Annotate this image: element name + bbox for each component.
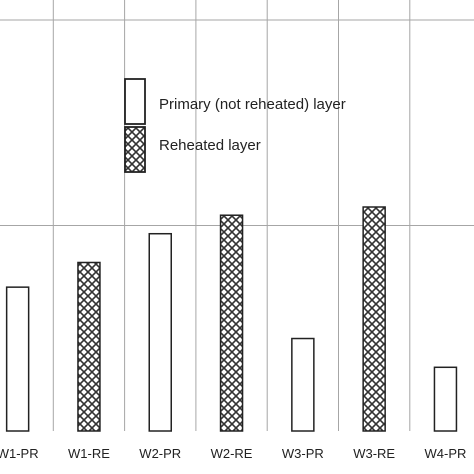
bar-w1-re xyxy=(77,261,101,432)
legend-label-reheated: Reheated layer xyxy=(159,137,261,154)
bars xyxy=(5,206,458,432)
bar-w1-pr xyxy=(5,286,30,432)
bar-w3-pr xyxy=(291,337,315,432)
x-tick-label: W2-PR xyxy=(139,446,181,461)
legend: Primary (not reheated) layer Reheated la… xyxy=(124,78,346,173)
x-tick-label: W2-RE xyxy=(211,446,253,461)
gridlines xyxy=(0,0,474,431)
x-tick-label: W3-RE xyxy=(353,446,395,461)
x-tick-label: W4-PR xyxy=(425,446,467,461)
legend-swatch-reheated xyxy=(124,126,146,173)
bar-w2-pr xyxy=(148,232,172,432)
x-tick-label: W1-PR xyxy=(0,446,39,461)
x-tick-label: W3-PR xyxy=(282,446,324,461)
x-tick-label: W1-RE xyxy=(68,446,110,461)
legend-swatch-primary xyxy=(124,78,146,125)
bar-w3-re xyxy=(362,206,386,432)
bar-w4-pr xyxy=(433,366,458,432)
bar-w2-re xyxy=(219,214,244,432)
legend-label-primary: Primary (not reheated) layer xyxy=(159,96,346,113)
x-tick-labels: W1-PR W1-RE W2-PR W2-RE W3-PR W3-RE W4-PR xyxy=(0,446,466,461)
